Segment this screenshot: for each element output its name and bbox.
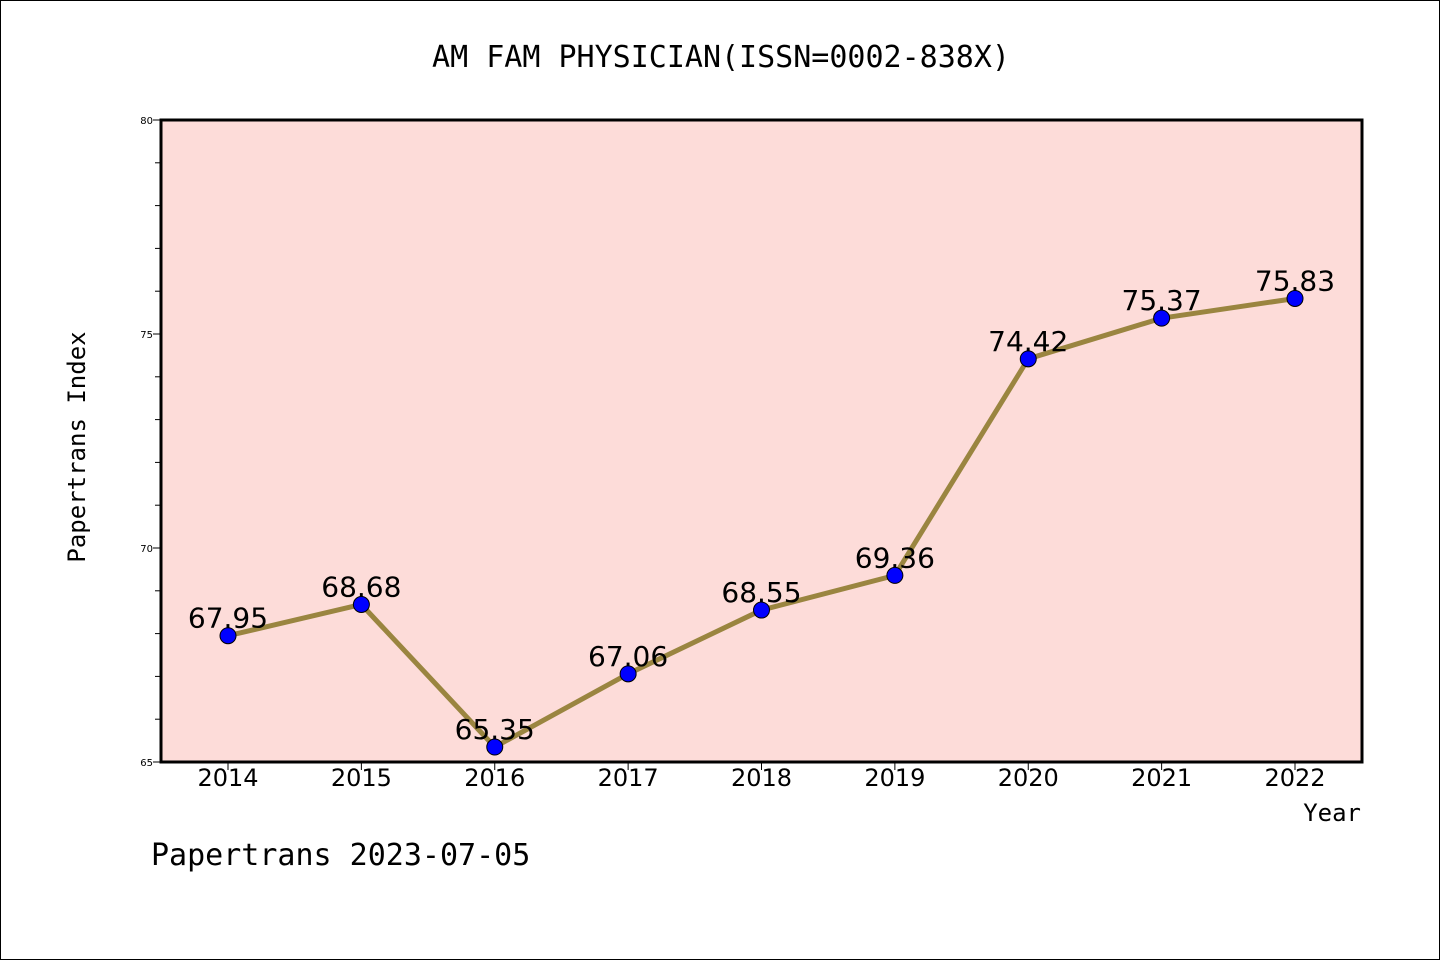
x-tick-label: 2018	[731, 764, 792, 792]
y-tick-label: 70	[140, 544, 153, 555]
series-group: 67.9568.6865.3567.0668.5569.3674.4275.37…	[188, 264, 1335, 756]
x-tick-label: 2016	[464, 764, 525, 792]
x-axis-ticks: 2014 2015 2016 2017 2018 2019 2020 2021 2022	[197, 762, 1326, 792]
data-point	[1286, 289, 1304, 307]
data-point	[1153, 309, 1171, 327]
y-tick-label: 65	[140, 758, 153, 769]
y-axis-ticks: 65 70 75 80	[140, 116, 161, 769]
data-point	[486, 738, 504, 756]
y-axis-label: Papertrans Index	[63, 331, 91, 562]
data-point	[1019, 350, 1037, 368]
data-point	[619, 665, 637, 683]
y-tick-label: 80	[140, 116, 153, 127]
x-tick-label: 2021	[1131, 764, 1192, 792]
chart-title: AM FAM PHYSICIAN(ISSN=0002-838X)	[432, 40, 1010, 75]
x-tick-label: 2017	[598, 764, 659, 792]
footer-text: Papertrans 2023-07-05	[151, 838, 530, 873]
x-tick-label: 2015	[331, 764, 392, 792]
plot-area	[159, 118, 1364, 764]
x-tick-label: 2019	[864, 764, 925, 792]
x-axis-label: Year	[1303, 799, 1361, 827]
x-tick-label: 2014	[197, 764, 258, 792]
data-point	[886, 566, 904, 584]
x-tick-label: 2022	[1264, 764, 1325, 792]
data-point	[352, 595, 370, 613]
data-point	[753, 601, 770, 619]
x-tick-label: 2020	[998, 764, 1059, 792]
y-tick-label: 75	[140, 330, 153, 341]
data-point	[219, 627, 237, 645]
